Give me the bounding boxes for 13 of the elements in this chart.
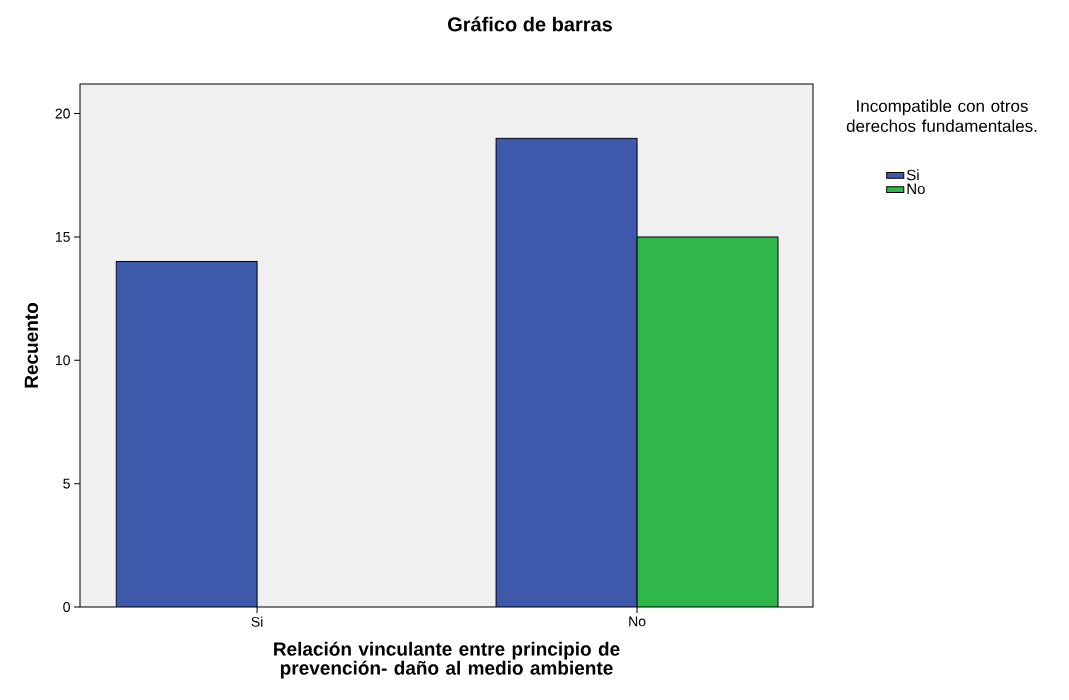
y-tick-label: 20 bbox=[55, 108, 70, 119]
bar bbox=[115, 261, 258, 607]
y-tick-label: 5 bbox=[63, 478, 70, 489]
y-tick-label: 10 bbox=[55, 355, 70, 366]
y-axis-title: Recuento bbox=[24, 302, 39, 388]
legend-label: No bbox=[907, 183, 925, 195]
y-tick-label: 0 bbox=[63, 602, 70, 612]
legend-label: Si bbox=[906, 169, 919, 181]
bar bbox=[495, 137, 638, 607]
x-axis-title: Relación vinculante entre principio de prevención- daño al medio ambiente bbox=[274, 641, 620, 679]
legend-title: Incompatible con otros derechos fundamentales. bbox=[846, 99, 1037, 133]
y-tick-label: 15 bbox=[55, 232, 70, 242]
chart-title: Gráfico de barras bbox=[448, 16, 612, 32]
